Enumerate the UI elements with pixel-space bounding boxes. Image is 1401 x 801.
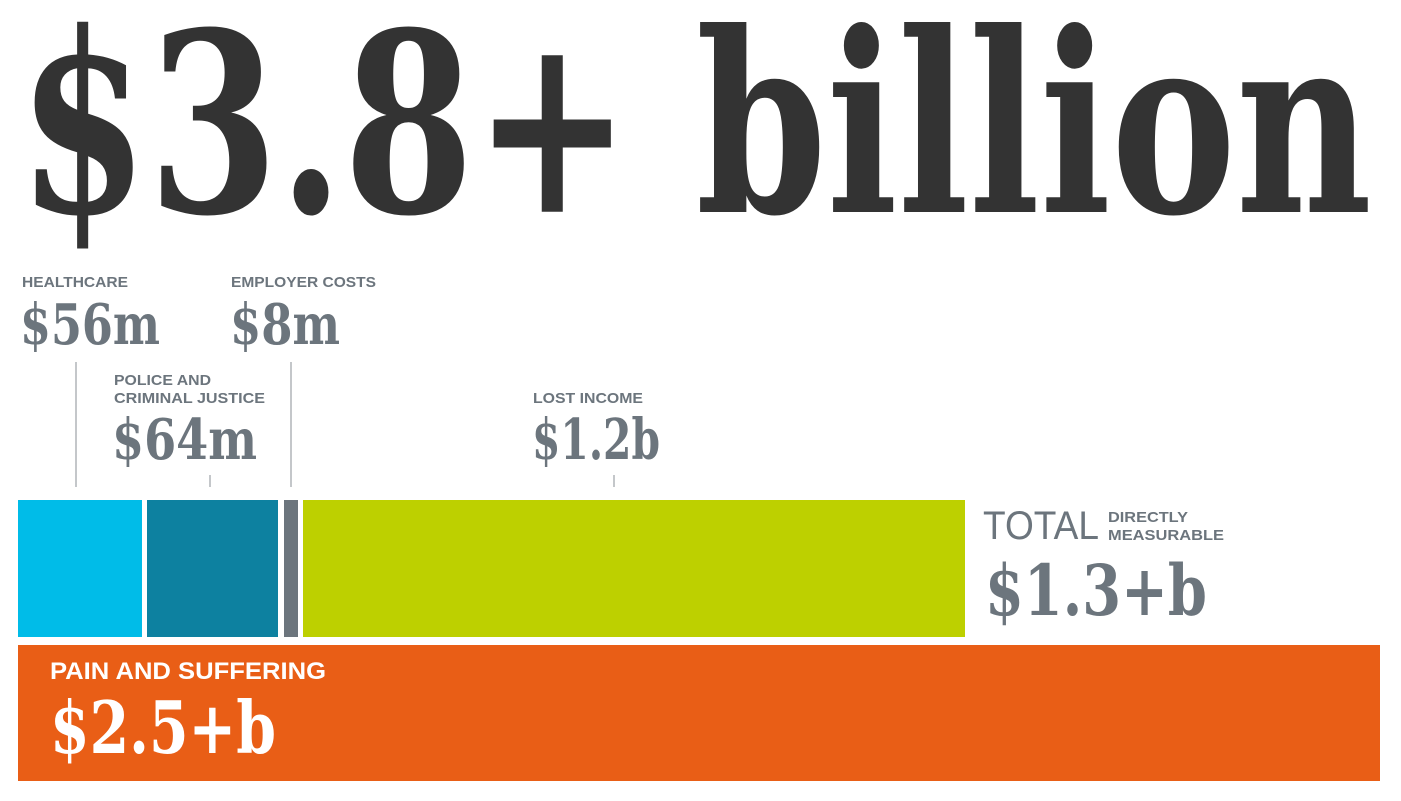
police-value: $64m bbox=[112, 407, 257, 473]
total-word: TOTAL bbox=[983, 504, 1099, 548]
employer-label: EMPLOYER COSTS bbox=[231, 274, 376, 291]
pain-value: $2.5+b bbox=[50, 685, 276, 770]
employer-bar bbox=[284, 500, 298, 637]
healthcare-bar bbox=[18, 500, 142, 637]
lost-income-bar bbox=[303, 500, 965, 637]
total-qualifier-line1: DIRECTLY bbox=[1108, 509, 1188, 526]
police-label-line2: CRIMINAL JUSTICE bbox=[114, 390, 265, 407]
police-bar bbox=[147, 500, 278, 637]
pain-label: PAIN AND SUFFERING bbox=[50, 658, 326, 685]
total-value: $1.3+b bbox=[985, 549, 1207, 632]
healthcare-value: $56m bbox=[20, 292, 160, 358]
headline: $3.8+ billion bbox=[18, 0, 1372, 271]
pain-bar bbox=[18, 645, 1380, 781]
total-qualifier-line2: MEASURABLE bbox=[1108, 527, 1224, 544]
lost-income-value: $1.2b bbox=[532, 407, 660, 473]
police-label-line1: POLICE AND bbox=[114, 372, 211, 389]
healthcare-label: HEALTHCARE bbox=[22, 274, 128, 291]
lost-income-label: LOST INCOME bbox=[533, 390, 643, 407]
employer-value: $8m bbox=[230, 292, 340, 358]
